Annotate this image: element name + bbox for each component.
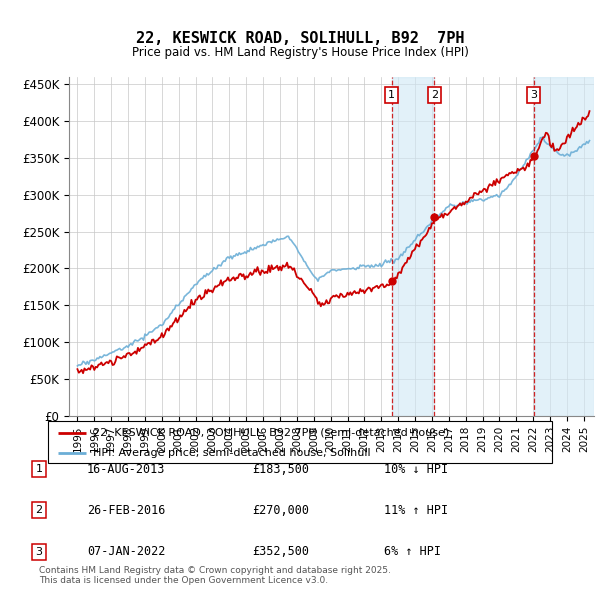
- Text: 07-JAN-2022: 07-JAN-2022: [87, 545, 166, 558]
- Text: 10% ↓ HPI: 10% ↓ HPI: [384, 463, 448, 476]
- Text: HPI: Average price, semi-detached house, Solihull: HPI: Average price, semi-detached house,…: [94, 448, 371, 457]
- Text: 3: 3: [35, 547, 43, 556]
- Text: 26-FEB-2016: 26-FEB-2016: [87, 504, 166, 517]
- Text: 1: 1: [35, 464, 43, 474]
- Text: Price paid vs. HM Land Registry's House Price Index (HPI): Price paid vs. HM Land Registry's House …: [131, 46, 469, 59]
- Text: 11% ↑ HPI: 11% ↑ HPI: [384, 504, 448, 517]
- Bar: [534, 77, 594, 416]
- Text: 22, KESWICK ROAD, SOLIHULL, B92 7PH (semi-detached house): 22, KESWICK ROAD, SOLIHULL, B92 7PH (sem…: [94, 428, 449, 438]
- Text: 6% ↑ HPI: 6% ↑ HPI: [384, 545, 441, 558]
- Text: Contains HM Land Registry data © Crown copyright and database right 2025.
This d: Contains HM Land Registry data © Crown c…: [39, 566, 391, 585]
- Text: 2: 2: [35, 506, 43, 515]
- Text: 1: 1: [388, 90, 395, 100]
- Text: £270,000: £270,000: [252, 504, 309, 517]
- Text: 16-AUG-2013: 16-AUG-2013: [87, 463, 166, 476]
- Text: £352,500: £352,500: [252, 545, 309, 558]
- Text: 2: 2: [431, 90, 438, 100]
- Text: 3: 3: [530, 90, 537, 100]
- Text: £183,500: £183,500: [252, 463, 309, 476]
- Bar: [392, 77, 434, 416]
- Text: 22, KESWICK ROAD, SOLIHULL, B92  7PH: 22, KESWICK ROAD, SOLIHULL, B92 7PH: [136, 31, 464, 45]
